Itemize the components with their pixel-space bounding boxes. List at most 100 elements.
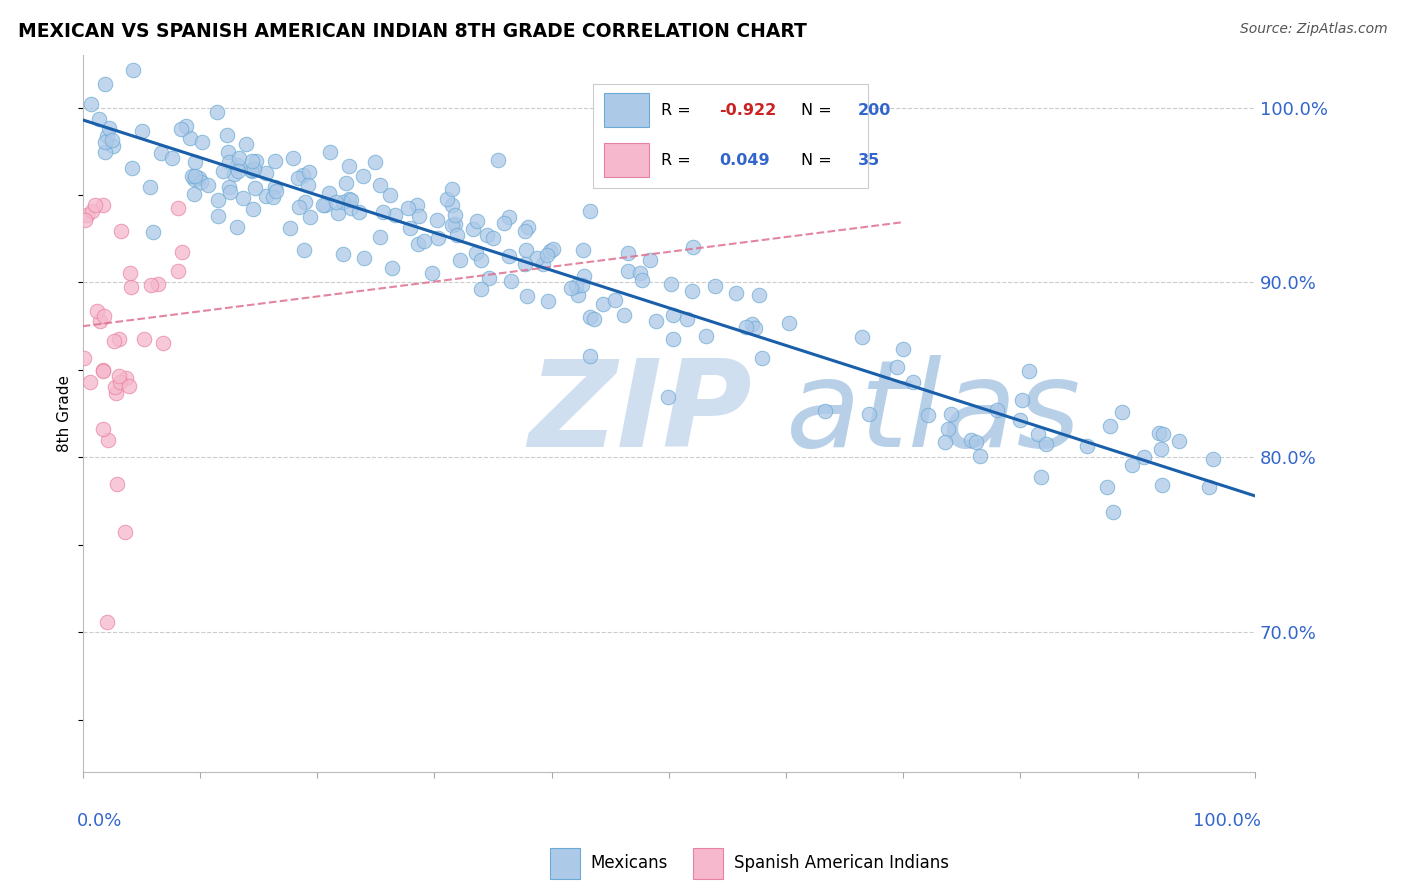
Point bbox=[325, 194, 347, 209]
Point bbox=[101, 133, 124, 147]
Point bbox=[917, 408, 939, 422]
Point bbox=[235, 137, 257, 152]
Point bbox=[254, 166, 277, 180]
Point bbox=[735, 319, 758, 334]
Point bbox=[986, 402, 1008, 417]
Point bbox=[498, 210, 520, 224]
Point bbox=[152, 336, 174, 351]
Point bbox=[748, 288, 770, 302]
Point bbox=[96, 615, 118, 629]
Point bbox=[340, 193, 363, 207]
Point bbox=[352, 169, 374, 183]
Point bbox=[108, 369, 131, 384]
Point bbox=[118, 379, 141, 393]
Point bbox=[105, 477, 128, 491]
Point bbox=[224, 167, 246, 181]
Point bbox=[121, 161, 143, 175]
Point bbox=[332, 247, 354, 261]
Point bbox=[240, 153, 263, 168]
Point bbox=[240, 163, 263, 178]
Point bbox=[541, 242, 564, 256]
Point bbox=[1035, 437, 1057, 451]
Text: MEXICAN VS SPANISH AMERICAN INDIAN 8TH GRADE CORRELATION CHART: MEXICAN VS SPANISH AMERICAN INDIAN 8TH G… bbox=[18, 22, 807, 41]
Point bbox=[465, 214, 488, 228]
Point bbox=[682, 240, 704, 254]
Point bbox=[328, 206, 350, 220]
Point bbox=[94, 135, 117, 149]
Point bbox=[657, 390, 679, 404]
Point bbox=[565, 278, 588, 293]
Point bbox=[396, 201, 419, 215]
Point bbox=[264, 184, 287, 198]
FancyBboxPatch shape bbox=[592, 84, 868, 188]
Text: R =: R = bbox=[661, 153, 696, 168]
Text: Source: ZipAtlas.com: Source: ZipAtlas.com bbox=[1240, 22, 1388, 37]
Point bbox=[335, 176, 357, 190]
Point bbox=[243, 161, 266, 176]
Point bbox=[93, 145, 115, 159]
Point bbox=[80, 96, 103, 111]
Point bbox=[676, 312, 699, 326]
Point bbox=[332, 195, 354, 210]
Point bbox=[104, 380, 127, 394]
Point bbox=[751, 351, 773, 365]
Point bbox=[412, 235, 434, 249]
Point bbox=[103, 334, 125, 348]
Point bbox=[292, 243, 315, 257]
Point bbox=[337, 160, 360, 174]
Point bbox=[583, 312, 606, 326]
Point bbox=[93, 422, 115, 436]
Point bbox=[470, 253, 492, 268]
Point bbox=[813, 404, 835, 418]
Point bbox=[538, 244, 561, 258]
Point bbox=[704, 278, 727, 293]
Point bbox=[778, 316, 800, 330]
Point bbox=[661, 308, 683, 322]
Point bbox=[477, 228, 499, 243]
Point bbox=[93, 310, 115, 324]
Point bbox=[298, 165, 321, 179]
Point bbox=[114, 525, 136, 540]
Point bbox=[197, 178, 219, 193]
Point bbox=[150, 145, 173, 160]
Text: N =: N = bbox=[801, 103, 837, 118]
Point bbox=[337, 192, 360, 206]
Point bbox=[243, 181, 266, 195]
Point bbox=[1147, 425, 1170, 440]
Point bbox=[1133, 450, 1156, 465]
Point bbox=[517, 220, 540, 235]
Point bbox=[183, 187, 205, 202]
Point bbox=[744, 320, 766, 334]
Y-axis label: 8th Grade: 8th Grade bbox=[58, 376, 72, 452]
Point bbox=[318, 186, 340, 200]
Point bbox=[613, 308, 636, 322]
Point bbox=[278, 220, 301, 235]
Point bbox=[218, 154, 240, 169]
Point bbox=[207, 193, 229, 207]
Point bbox=[1011, 393, 1033, 408]
Point bbox=[851, 329, 873, 343]
Point bbox=[617, 264, 640, 278]
Point bbox=[297, 178, 319, 192]
Point bbox=[399, 220, 422, 235]
Point bbox=[288, 200, 311, 214]
Point bbox=[254, 188, 277, 202]
Point bbox=[516, 288, 538, 302]
Point bbox=[170, 122, 193, 136]
Point bbox=[903, 375, 925, 389]
Point bbox=[441, 218, 464, 232]
Point bbox=[142, 225, 165, 239]
Point bbox=[513, 223, 536, 237]
Point bbox=[262, 190, 284, 204]
Point bbox=[1111, 404, 1133, 418]
Point bbox=[245, 153, 267, 168]
Point bbox=[579, 350, 602, 364]
Point bbox=[240, 163, 263, 178]
Point bbox=[228, 151, 250, 165]
Point bbox=[1121, 458, 1143, 472]
Point bbox=[232, 190, 254, 204]
Point bbox=[353, 252, 375, 266]
Point bbox=[1018, 364, 1040, 378]
Text: 0.0%: 0.0% bbox=[77, 812, 122, 830]
Point bbox=[217, 145, 239, 159]
